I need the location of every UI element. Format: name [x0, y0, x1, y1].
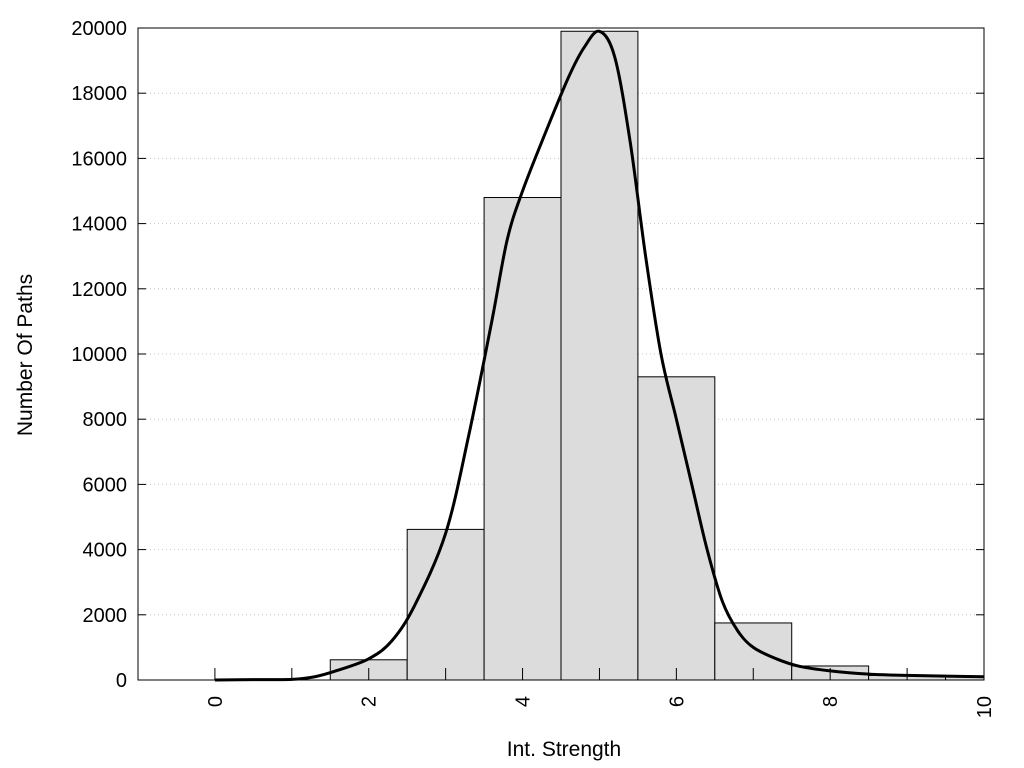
y-tick-label: 4000 — [83, 540, 128, 562]
histogram-bar — [560, 30, 639, 681]
y-tick-label: 14000 — [71, 214, 127, 236]
histogram-bar — [483, 197, 562, 681]
x-tick-label: 10 — [974, 696, 996, 718]
curve-layer — [214, 29, 985, 682]
y-tick-label: 16000 — [71, 148, 127, 170]
x-tick-label: 4 — [513, 696, 535, 707]
y-tick-label: 6000 — [83, 474, 128, 496]
density-curve — [214, 29, 985, 682]
y-tick-label: 18000 — [71, 83, 127, 105]
y-tick-label: 0 — [116, 670, 127, 692]
x-axis-title: Int. Strength — [507, 738, 621, 761]
x-tick-label: 0 — [205, 696, 227, 707]
y-axis-title: Number Of Paths — [14, 274, 37, 436]
y-tick-label: 2000 — [83, 605, 128, 627]
histogram-bar — [406, 528, 485, 681]
bars — [329, 30, 985, 681]
y-tick-label: 8000 — [83, 409, 128, 431]
y-tick-label: 20000 — [71, 18, 127, 40]
gridlines — [138, 92, 984, 616]
y-tick-label: 12000 — [71, 279, 127, 301]
y-tick-label: 10000 — [71, 344, 127, 366]
ticks: 0 2000 4000 6000 8000 10000 12000 14000 16000 180… — [71, 18, 996, 718]
x-tick-label: 8 — [820, 696, 842, 707]
x-tick-label: 6 — [666, 696, 688, 707]
x-tick-label: 2 — [359, 696, 381, 707]
